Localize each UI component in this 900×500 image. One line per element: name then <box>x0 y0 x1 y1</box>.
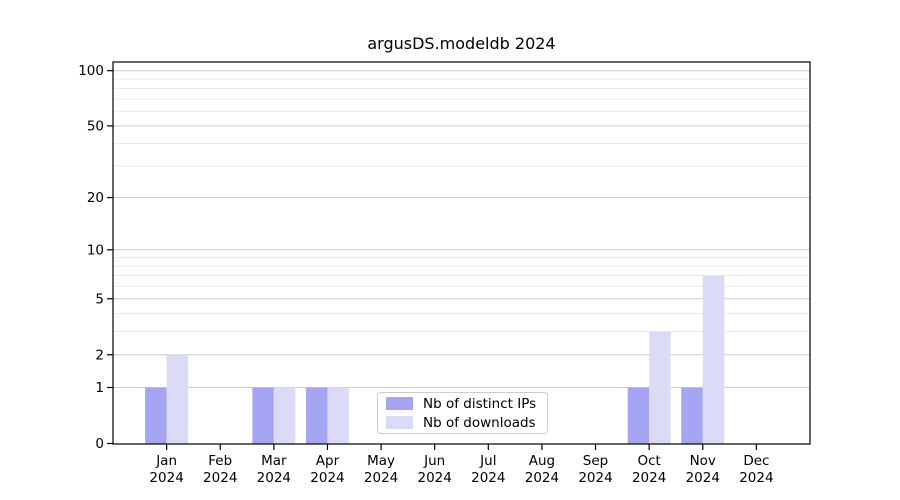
bar-nb-of-downloads-oct <box>649 331 671 444</box>
legend-item-distinct-ips: Nb of distinct IPs <box>386 395 547 412</box>
x-tick-label-year: 2024 <box>203 470 237 486</box>
x-tick-label-month: Sep <box>583 453 608 469</box>
legend-item-downloads: Nb of downloads <box>386 414 547 431</box>
bar-nb-of-distinct-ips-nov <box>681 387 703 444</box>
x-tick-label-month: Apr <box>316 453 340 469</box>
x-tick-label-year: 2024 <box>739 470 773 486</box>
x-tick-label-year: 2024 <box>686 470 720 486</box>
x-tick-label-year: 2024 <box>525 470 559 486</box>
x-tick-label-month: May <box>367 453 395 469</box>
legend-swatch-downloads <box>386 416 413 429</box>
y-tick-label: 100 <box>78 63 104 79</box>
y-tick-label: 0 <box>95 436 104 452</box>
x-tick-label-month: Oct <box>637 453 660 469</box>
x-tick-label-year: 2024 <box>310 470 344 486</box>
bar-nb-of-distinct-ips-oct <box>627 387 650 444</box>
bar-nb-of-distinct-ips-mar <box>252 387 274 444</box>
x-tick-label-year: 2024 <box>578 470 612 486</box>
bar-nb-of-downloads-jan <box>166 354 189 444</box>
bar-nb-of-distinct-ips-apr <box>305 387 328 444</box>
chart-title: argusDS.modeldb 2024 <box>367 34 556 53</box>
x-tick-label-month: Jan <box>155 453 177 469</box>
x-tick-label-year: 2024 <box>364 470 398 486</box>
y-tick-label: 20 <box>87 190 104 206</box>
y-tick-label: 2 <box>95 347 104 363</box>
legend-label-distinct-ips: Nb of distinct IPs <box>423 395 537 412</box>
y-tick-label: 5 <box>95 291 104 307</box>
legend: Nb of distinct IPs Nb of downloads <box>377 392 548 434</box>
x-tick-label-month: Jun <box>423 453 445 469</box>
x-tick-label-month: Mar <box>261 453 287 469</box>
legend-label-downloads: Nb of downloads <box>423 414 536 431</box>
x-tick-label-year: 2024 <box>418 470 452 486</box>
x-tick-label-month: Aug <box>529 453 555 469</box>
x-tick-label-year: 2024 <box>149 470 183 486</box>
y-tick-label: 1 <box>95 380 104 396</box>
y-tick-label: 50 <box>87 118 104 134</box>
bar-nb-of-distinct-ips-jan <box>145 387 167 444</box>
bar-nb-of-downloads-nov <box>702 275 725 444</box>
x-tick-label-month: Jul <box>479 453 496 469</box>
x-tick-label-year: 2024 <box>632 470 666 486</box>
x-tick-label-year: 2024 <box>257 470 291 486</box>
legend-swatch-distinct-ips <box>386 397 413 410</box>
x-tick-label-year: 2024 <box>471 470 505 486</box>
plot-border <box>112 61 811 445</box>
x-tick-label-month: Feb <box>208 453 232 469</box>
x-tick-label-month: Nov <box>690 453 716 469</box>
y-tick-label: 10 <box>87 242 104 258</box>
bar-nb-of-downloads-mar <box>273 387 296 444</box>
x-tick-label-month: Dec <box>743 453 769 469</box>
bar-nb-of-downloads-apr <box>327 387 349 444</box>
